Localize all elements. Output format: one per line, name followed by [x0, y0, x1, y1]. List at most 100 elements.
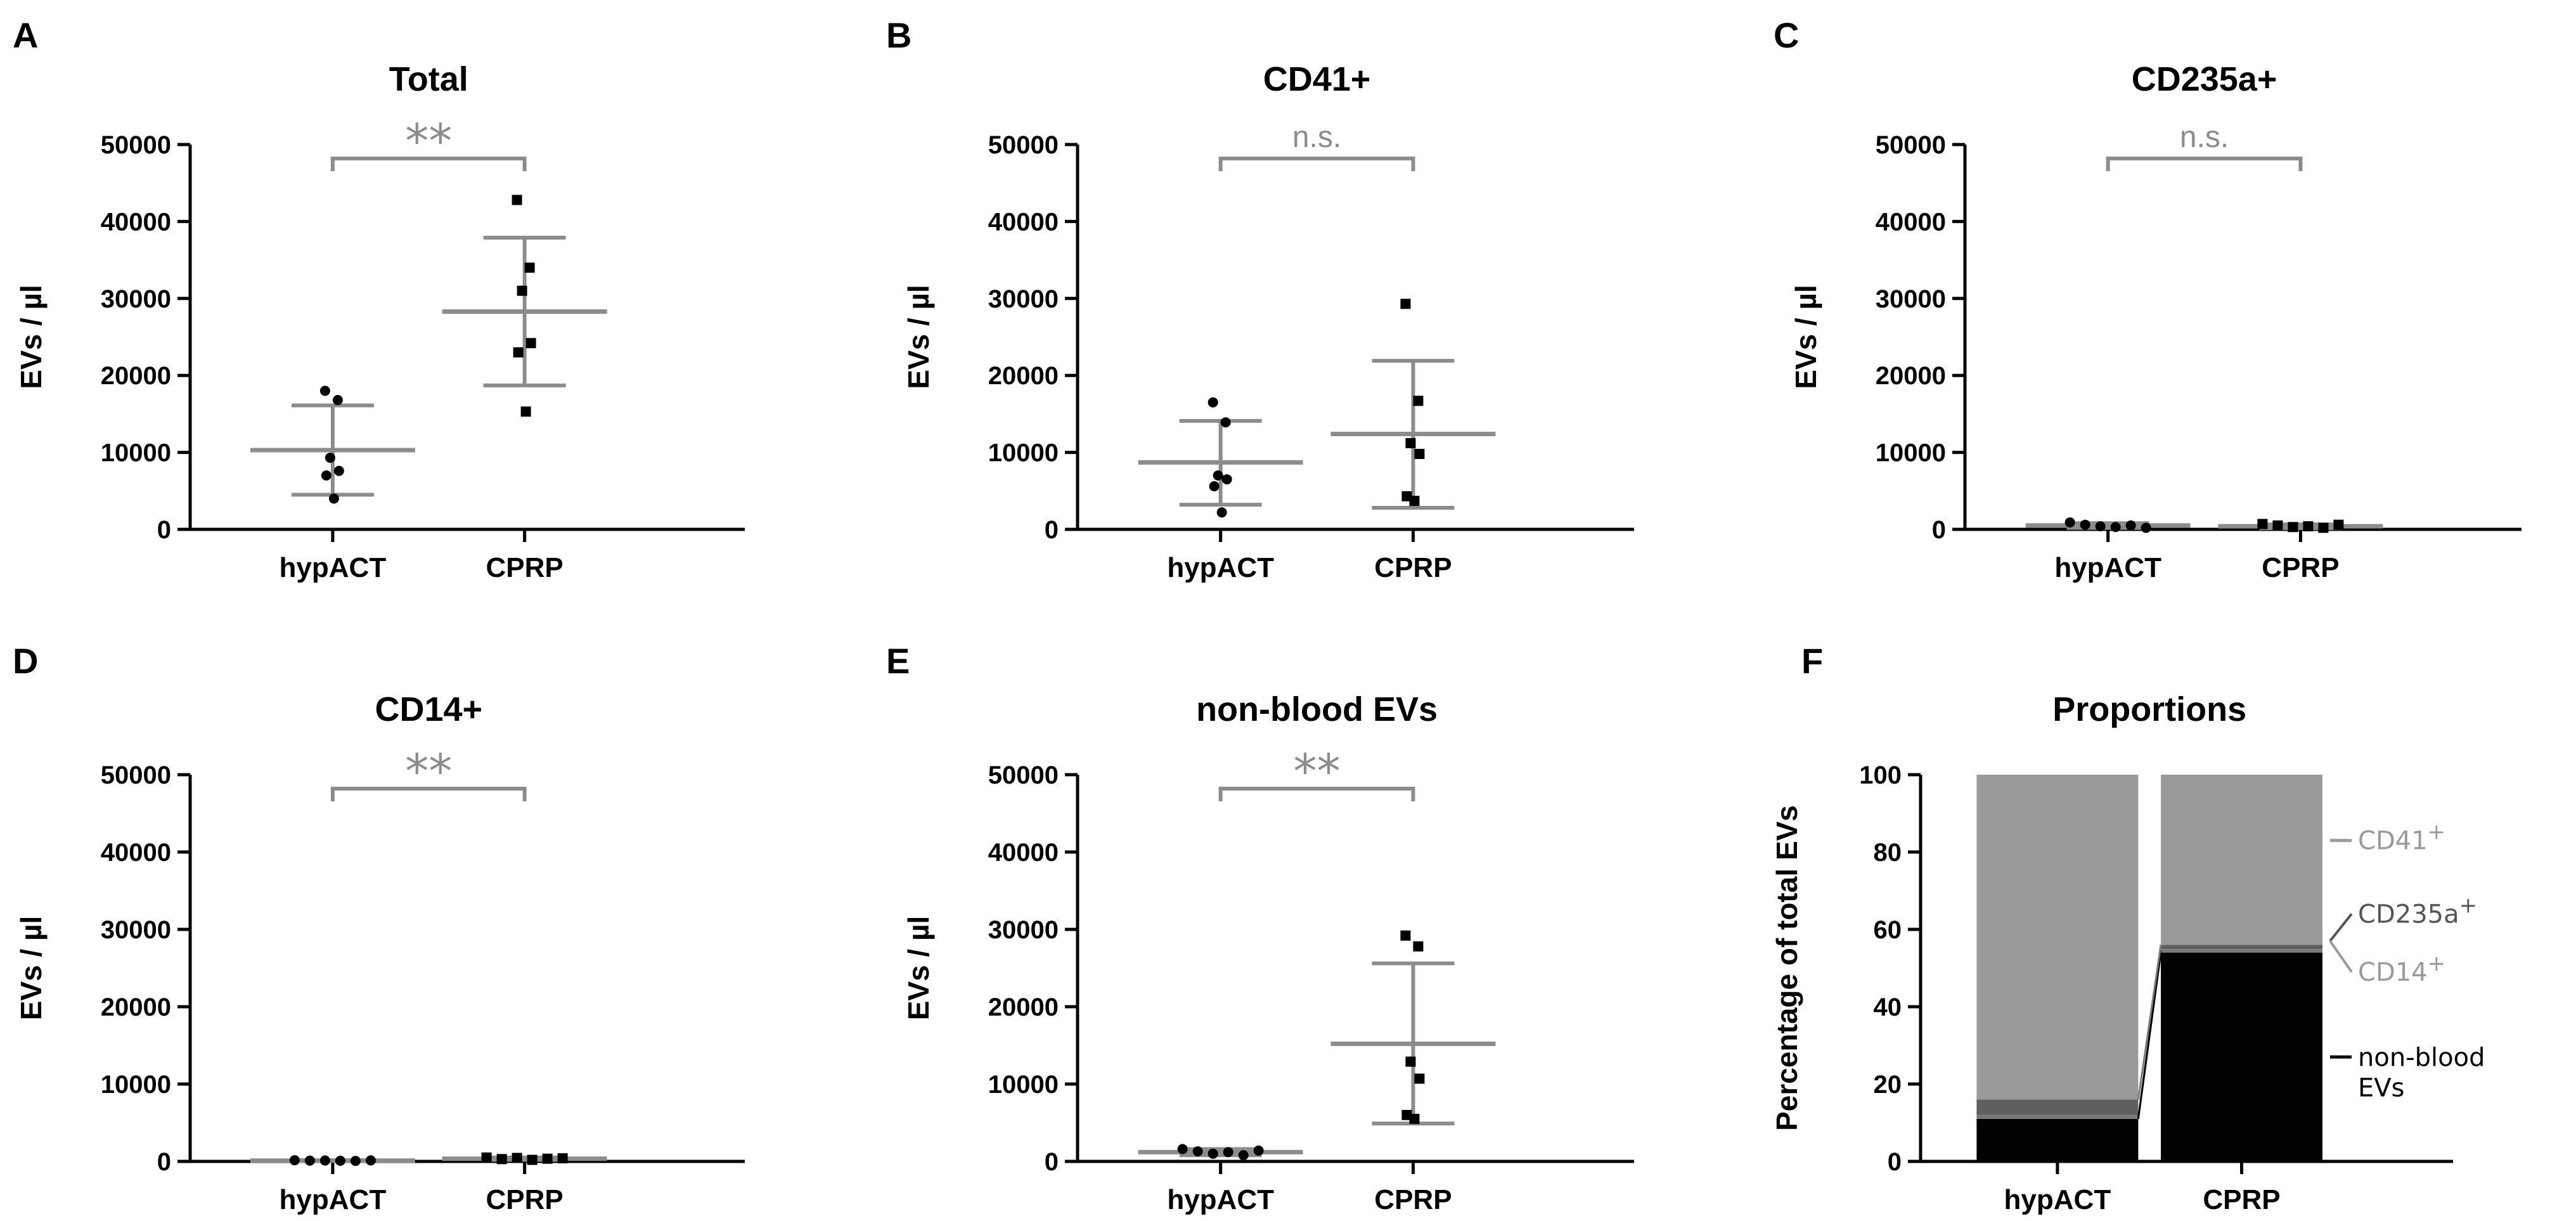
x-tick-label: CPRP: [2262, 552, 2339, 583]
y-axis-label: EVs / µl: [902, 285, 935, 389]
y-tick-label: 20: [1874, 1071, 1902, 1099]
data-point: [521, 406, 531, 417]
data-point: [1209, 481, 1220, 491]
legend-superscript: +: [2428, 951, 2446, 976]
y-tick-label: 30000: [1876, 285, 1946, 313]
panel-letter: F: [1801, 641, 1823, 681]
y-tick-label: 0: [157, 1148, 171, 1176]
data-point: [1409, 1114, 1419, 1124]
x-tick-label: CPRP: [486, 552, 564, 583]
data-point: [1409, 496, 1419, 506]
x-tick-label: hypACT: [2004, 1184, 2111, 1215]
data-point: [558, 1153, 568, 1163]
y-tick-label: 10000: [101, 1071, 171, 1099]
bar-segment: [1976, 1099, 2138, 1114]
data-point: [513, 347, 524, 358]
data-point: [305, 1156, 315, 1166]
y-tick-label: 40000: [988, 839, 1059, 867]
y-tick-label: 0: [1932, 516, 1946, 544]
y-tick-label: 0: [157, 516, 171, 544]
y-tick-label: 60: [1874, 916, 1902, 944]
y-tick-label: 40000: [988, 208, 1059, 236]
data-point: [512, 195, 522, 205]
panel-A: A Total EVs / µl 0 10000 20000 30000 40000 50000…: [13, 15, 745, 583]
data-point: [1414, 1073, 1424, 1083]
bar-segment: [2161, 945, 2322, 948]
y-tick-label: 20000: [101, 993, 171, 1021]
chart-title: CD14+: [375, 690, 482, 728]
data-point: [2288, 522, 2298, 532]
legend-superscript: +: [2428, 820, 2446, 845]
data-point: [2333, 520, 2343, 530]
bar-segment: [1976, 1119, 2138, 1161]
y-tick-label: 30000: [101, 916, 171, 944]
x-tick-label: hypACT: [2054, 552, 2161, 583]
y-tick-label: 40000: [101, 839, 171, 867]
data-point: [543, 1154, 553, 1164]
data-point: [320, 1156, 330, 1166]
y-tick-label: 40: [1874, 993, 1902, 1021]
data-point: [2303, 521, 2313, 531]
data-point: [1413, 941, 1423, 952]
data-point: [1213, 470, 1223, 481]
panel-letter: E: [886, 641, 910, 681]
y-axis-label: EVs / µl: [15, 285, 48, 389]
y-tick-label: 20000: [1876, 362, 1946, 390]
legend-label-line2: EVs: [2358, 1073, 2404, 1102]
y-axis-label: Percentage of total EVs: [1770, 805, 1803, 1131]
y-tick-label: 10000: [988, 439, 1059, 467]
y-tick-label: 20000: [988, 362, 1059, 390]
y-tick-label: 10000: [101, 439, 171, 467]
y-tick-label: 50000: [988, 131, 1059, 159]
significance-label: **: [1294, 744, 1341, 799]
data-point: [1400, 931, 1410, 941]
data-point: [1193, 1146, 1203, 1156]
x-tick-label: CPRP: [2203, 1184, 2280, 1215]
data-point: [1414, 449, 1424, 459]
x-tick-label: CPRP: [486, 1184, 564, 1215]
significance-label: n.s.: [1292, 120, 1341, 154]
bar-segment: [1976, 775, 2138, 1099]
data-point: [351, 1156, 361, 1166]
legend-label: CD235a+: [2358, 893, 2477, 929]
legend-text: CD235a: [2358, 900, 2459, 929]
y-tick-label: 80: [1874, 839, 1902, 867]
data-point: [1413, 396, 1423, 406]
chart-title: CD235a+: [2132, 60, 2277, 98]
y-tick-label: 100: [1859, 761, 1902, 789]
legend-leader: [2330, 941, 2352, 972]
data-point: [526, 338, 536, 348]
data-point: [2126, 520, 2136, 531]
data-point: [333, 395, 343, 405]
chart-title: non-blood EVs: [1196, 690, 1438, 728]
panel-letter: D: [13, 641, 38, 681]
data-point: [1254, 1146, 1264, 1156]
data-point: [482, 1153, 492, 1163]
y-tick-label: 0: [1045, 516, 1059, 544]
significance-label: n.s.: [2180, 120, 2229, 154]
data-point: [525, 262, 535, 273]
bar-segment: [2161, 949, 2322, 953]
y-tick-label: 50000: [101, 131, 171, 159]
chart-title: Total: [389, 60, 468, 98]
connector-line: [2138, 945, 2161, 1099]
data-point: [2272, 520, 2283, 531]
data-point: [335, 1156, 345, 1166]
x-tick-label: CPRP: [1374, 552, 1452, 583]
significance-label: **: [405, 744, 452, 799]
panel-letter: B: [886, 15, 911, 55]
data-point: [334, 466, 344, 476]
y-tick-label: 10000: [988, 1071, 1059, 1099]
data-point: [1405, 438, 1415, 448]
y-tick-label: 50000: [1876, 131, 1946, 159]
data-point: [320, 385, 330, 396]
data-point: [1178, 1144, 1188, 1154]
data-point: [1239, 1150, 1249, 1160]
legend-label: non-blood: [2358, 1043, 2485, 1072]
panel-C: CCD235a+EVs / µl010000200003000040000500…: [1774, 15, 2521, 583]
data-point: [1405, 1057, 1415, 1067]
data-point: [366, 1155, 376, 1165]
y-tick-label: 30000: [988, 916, 1059, 944]
data-point: [2111, 522, 2121, 532]
